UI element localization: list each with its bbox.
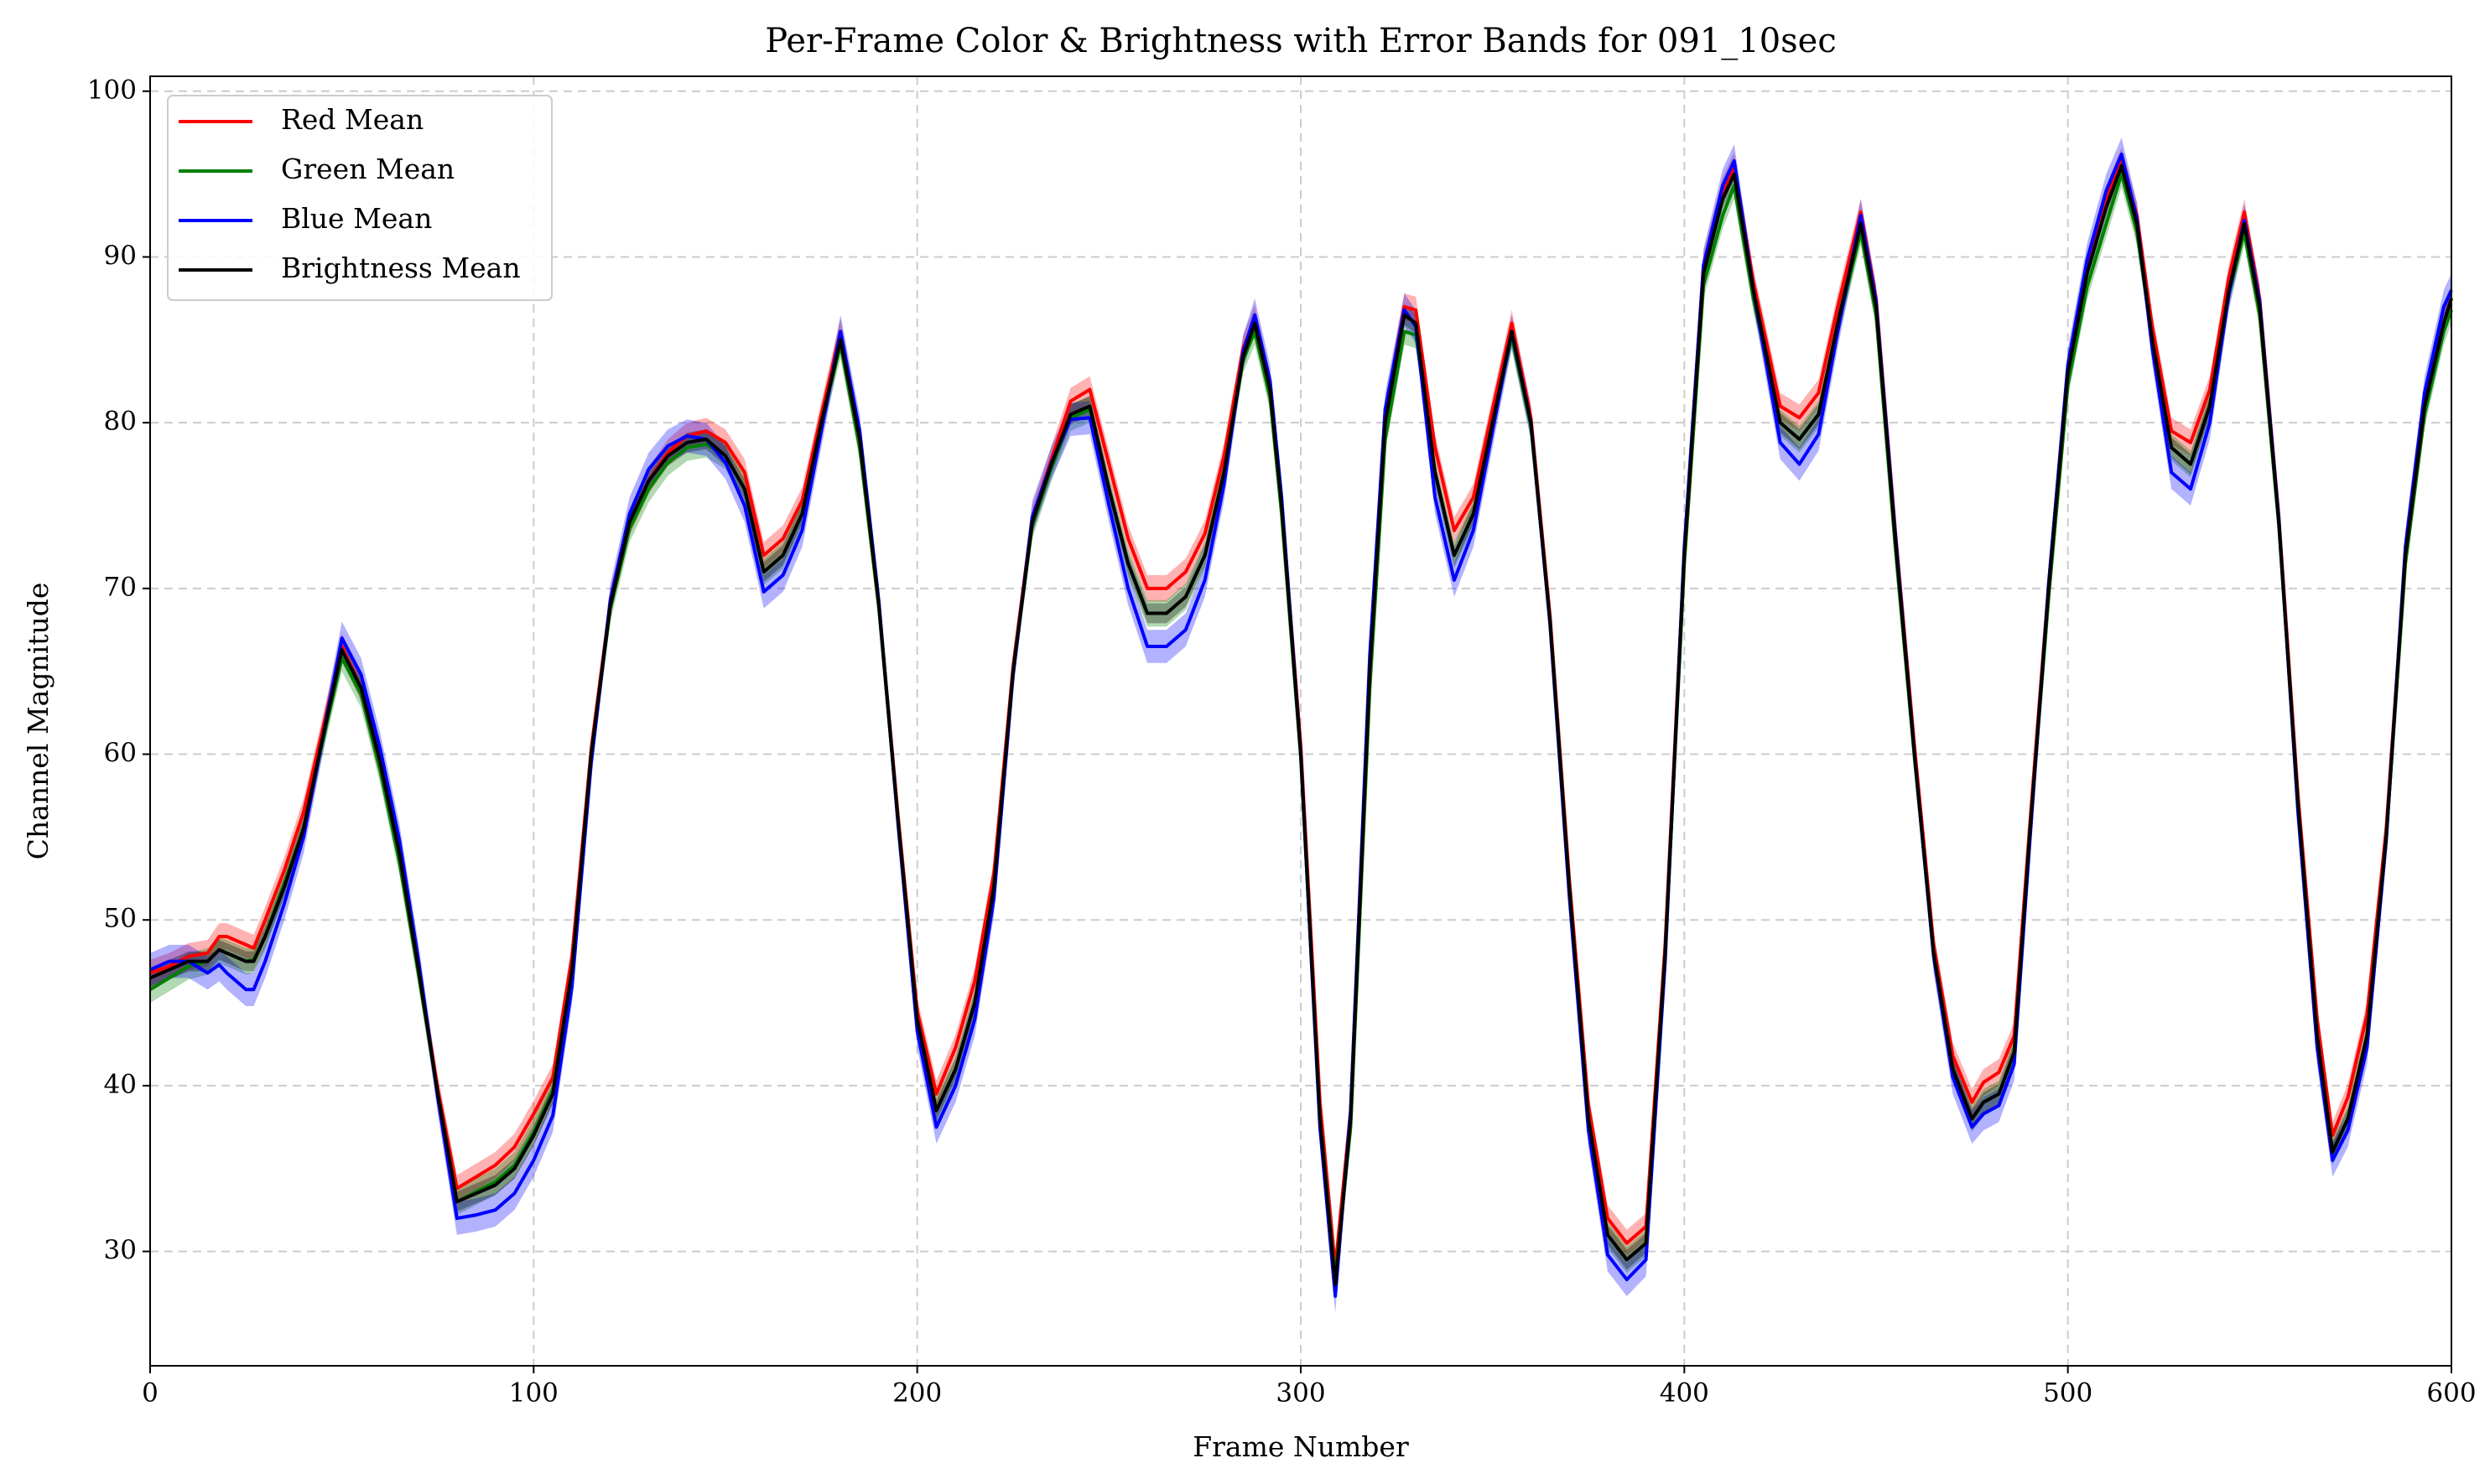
x-tick-label: 400 (1660, 1378, 1709, 1409)
y-tick-label: 100 (87, 75, 137, 105)
legend-label: Red Mean (281, 103, 424, 136)
y-tick-label: 40 (104, 1069, 137, 1099)
x-tick-label: 200 (892, 1378, 942, 1409)
x-tick-label: 500 (2043, 1378, 2092, 1409)
y-tick-label: 50 (104, 904, 137, 934)
legend-label: Green Mean (281, 153, 455, 185)
legend-label: Blue Mean (281, 202, 432, 235)
x-tick-label: 0 (142, 1378, 159, 1409)
y-tick-label: 30 (104, 1235, 137, 1265)
y-tick-label: 70 (104, 572, 137, 602)
plot-frame (149, 75, 2452, 1367)
x-axis-label: Frame Number (1193, 1430, 1409, 1463)
x-tick-label: 100 (509, 1378, 559, 1409)
x-tick-label: 600 (2426, 1378, 2476, 1409)
error-band (150, 148, 2451, 1282)
y-tick-label: 80 (104, 407, 137, 437)
legend-label: Brightness Mean (281, 252, 521, 284)
x-tick-label: 300 (1276, 1378, 1325, 1409)
legend-box (167, 95, 553, 301)
series-line (149, 163, 2453, 1287)
y-tick-label: 90 (104, 241, 137, 271)
chart-title: Per-Frame Color & Brightness with Error … (765, 22, 1837, 60)
y-axis-label: Channel Magnitude (22, 583, 55, 860)
y-tick-label: 60 (104, 738, 137, 768)
